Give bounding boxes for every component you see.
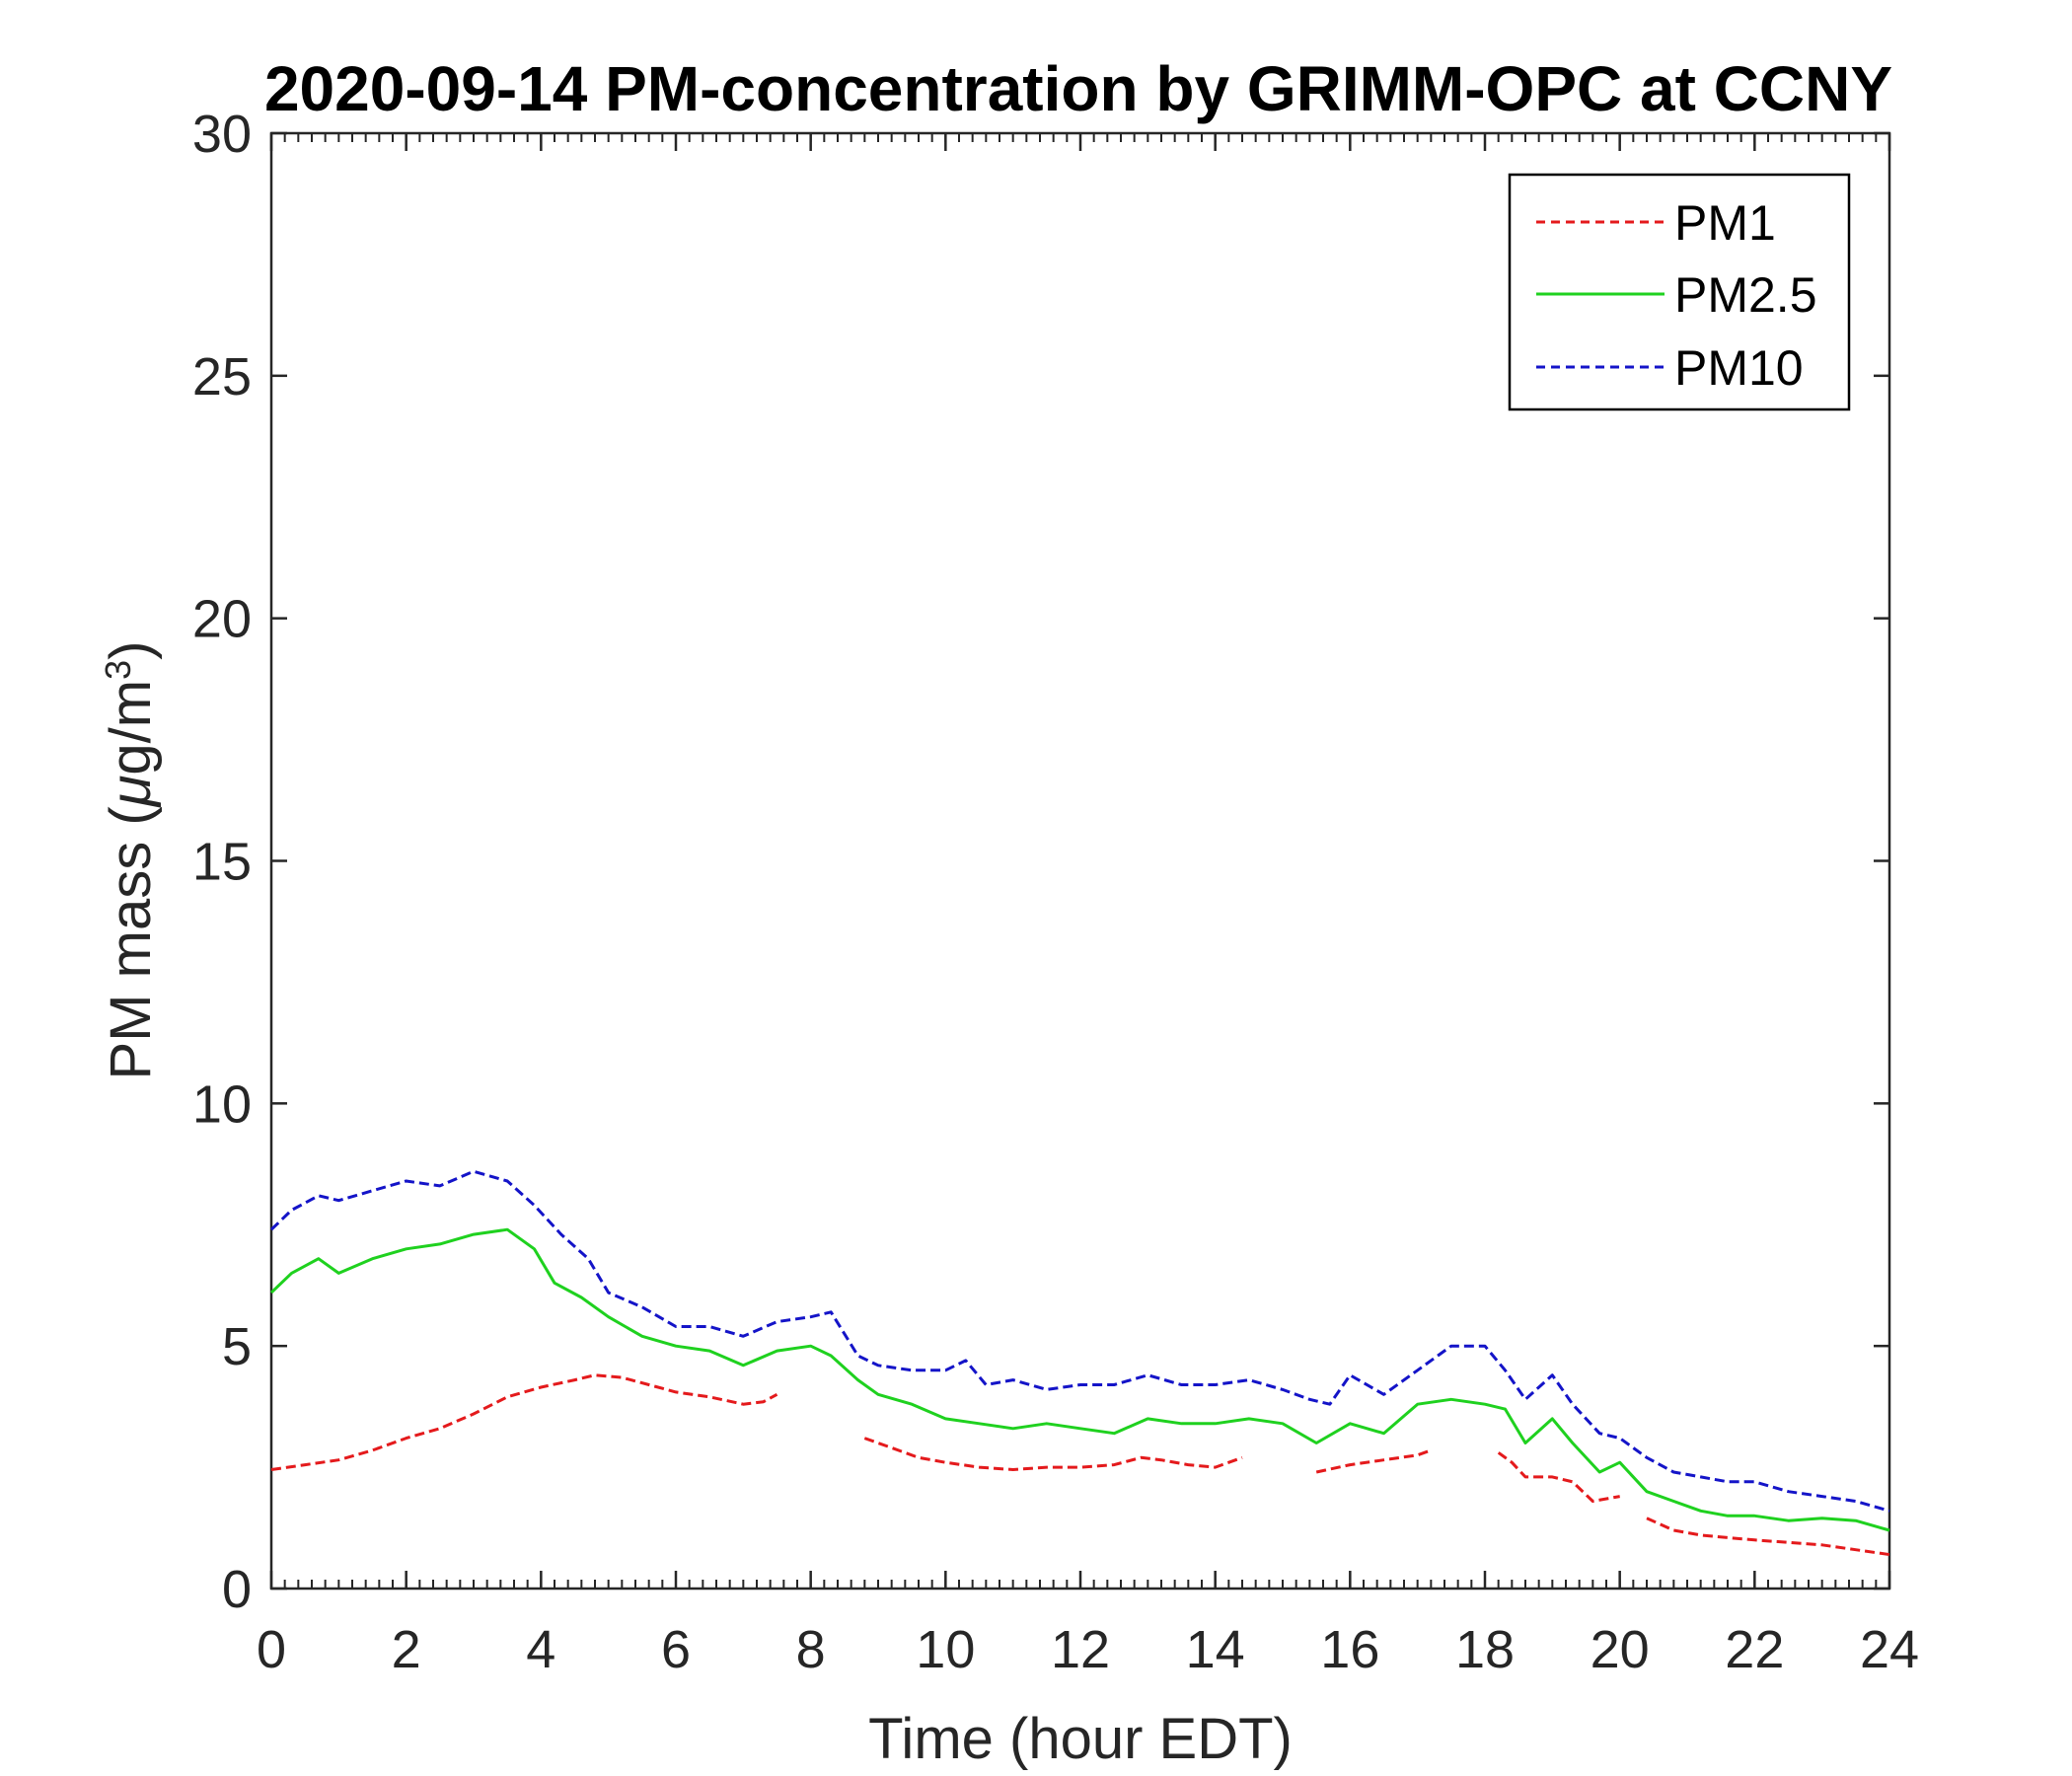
x-major-ticks xyxy=(269,133,1891,1589)
legend-label-pm10: PM10 xyxy=(1674,340,1804,396)
x-tick-labels: 0 2 4 6 8 10 12 14 16 18 20 22 24 xyxy=(257,1620,1919,1679)
y-axis-label-main: PM mass ( xyxy=(99,806,163,1079)
series-line-segment xyxy=(1315,1448,1432,1474)
x-tick-label: 22 xyxy=(1725,1620,1784,1679)
x-tick-label: 10 xyxy=(916,1620,975,1679)
series-line-segment xyxy=(269,1169,1890,1513)
chart-title: 2020-09-14 PM-concentration by GRIMM-OPC… xyxy=(264,53,1892,124)
y-tick-label: 30 xyxy=(192,105,252,164)
legend: PM1 PM2.5 PM10 xyxy=(1508,173,1851,411)
y-tick-label: 10 xyxy=(192,1074,252,1134)
y-axis-label-unit: g/m xyxy=(99,680,163,776)
y-tick-label: 25 xyxy=(192,347,252,407)
series-line-segment xyxy=(1497,1451,1620,1503)
x-tick-label: 24 xyxy=(1860,1620,1919,1679)
series-line-segment xyxy=(863,1437,1243,1471)
x-tick-label: 12 xyxy=(1051,1620,1110,1679)
series-line-segment xyxy=(269,1227,1890,1532)
x-tick-label: 20 xyxy=(1591,1620,1650,1679)
series-line-segment xyxy=(270,1373,778,1471)
x-tick-label: 8 xyxy=(796,1620,826,1679)
series-layer xyxy=(269,1169,1890,1557)
x-tick-label: 18 xyxy=(1455,1620,1515,1679)
x-minor-ticks xyxy=(270,133,1890,1589)
x-tick-label: 4 xyxy=(526,1620,555,1679)
series-line-segment xyxy=(1646,1517,1890,1557)
x-tick-label: 2 xyxy=(392,1620,421,1679)
series-pm1 xyxy=(270,1373,1890,1557)
legend-box xyxy=(1508,173,1851,411)
x-axis-label: Time (hour EDT) xyxy=(868,1707,1293,1771)
y-tick-labels: 0 5 10 15 20 25 30 xyxy=(192,105,252,1619)
y-tick-label: 15 xyxy=(192,833,252,892)
y-axis-label-sup: 3 xyxy=(98,660,138,680)
x-tick-label: 0 xyxy=(257,1620,286,1679)
legend-label-pm1: PM1 xyxy=(1674,195,1776,251)
y-axis-label-mu: μ xyxy=(99,776,163,809)
y-tick-label: 20 xyxy=(192,590,252,649)
y-ticks xyxy=(271,131,1889,1591)
y-tick-label: 0 xyxy=(222,1560,252,1619)
x-tick-label: 6 xyxy=(661,1620,691,1679)
y-axis-label-close: ) xyxy=(99,641,163,660)
x-tick-label: 14 xyxy=(1186,1620,1245,1679)
series-pm10 xyxy=(269,1169,1890,1513)
y-tick-label: 5 xyxy=(222,1317,252,1376)
x-tick-label: 16 xyxy=(1320,1620,1379,1679)
legend-label-pm25: PM2.5 xyxy=(1674,267,1817,323)
series-pm25 xyxy=(269,1227,1890,1532)
y-axis-label: PM mass (μg/m3) xyxy=(98,641,164,1080)
